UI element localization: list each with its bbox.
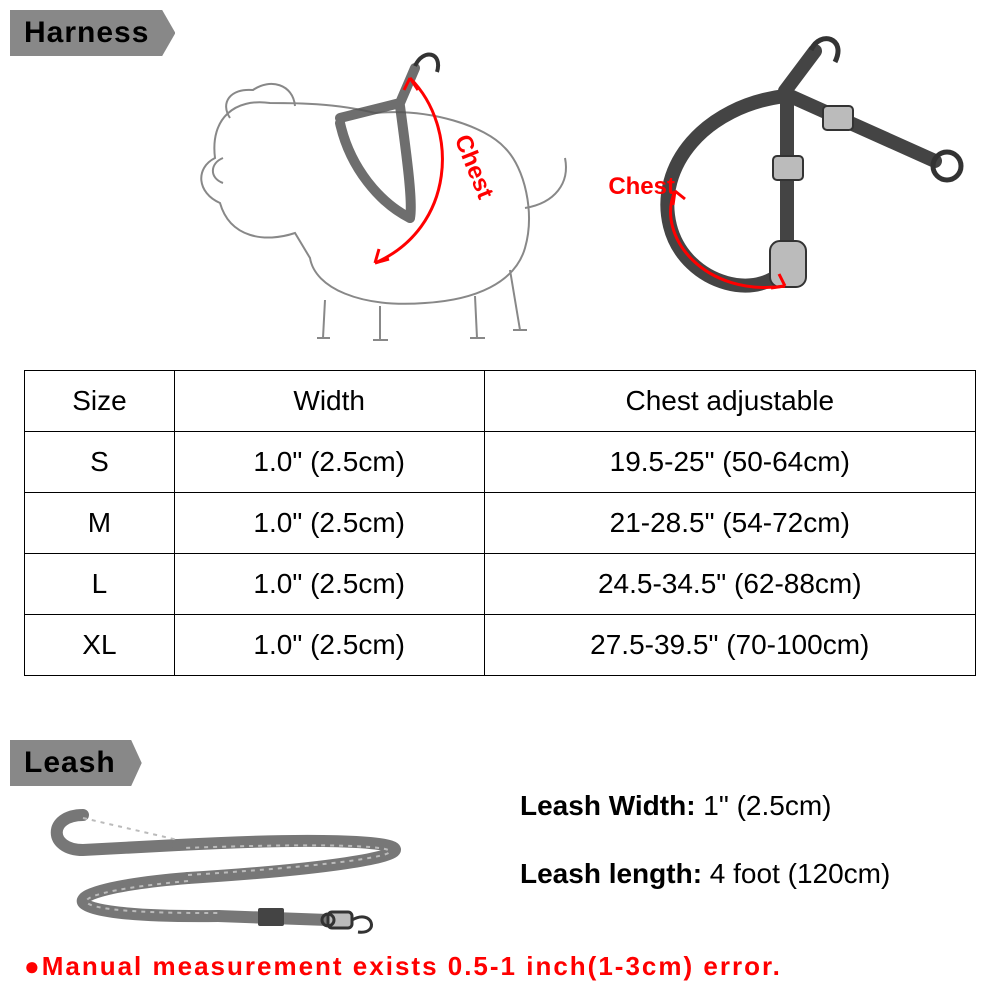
cell-width: 1.0" (2.5cm) bbox=[174, 554, 484, 615]
measurement-disclaimer: ●Manual measurement exists 0.5-1 inch(1-… bbox=[24, 951, 976, 982]
disclaimer-text: Manual measurement exists 0.5-1 inch(1-3… bbox=[42, 951, 782, 981]
leash-width-value: 1" (2.5cm) bbox=[696, 790, 832, 821]
leash-diagram bbox=[28, 790, 488, 960]
col-header-size: Size bbox=[25, 371, 175, 432]
leash-width-row: Leash Width: 1" (2.5cm) bbox=[520, 790, 980, 822]
leash-length-value: 4 foot (120cm) bbox=[702, 858, 890, 889]
harness-illustration-band: Chest Chest bbox=[175, 8, 985, 358]
chest-label-harness: Chest bbox=[608, 173, 675, 201]
cell-chest: 27.5-39.5" (70-100cm) bbox=[484, 615, 975, 676]
cell-chest: 19.5-25" (50-64cm) bbox=[484, 432, 975, 493]
col-header-width: Width bbox=[174, 371, 484, 432]
cell-chest: 24.5-34.5" (62-88cm) bbox=[484, 554, 975, 615]
cell-width: 1.0" (2.5cm) bbox=[174, 615, 484, 676]
leash-spec-block: Leash Width: 1" (2.5cm) Leash length: 4 … bbox=[520, 790, 980, 926]
leash-width-label: Leash Width: bbox=[520, 790, 696, 821]
leash-length-label: Leash length: bbox=[520, 858, 702, 889]
cell-size: M bbox=[25, 493, 175, 554]
harness-size-table: Size Width Chest adjustable S 1.0" (2.5c… bbox=[24, 370, 976, 676]
cell-size: S bbox=[25, 432, 175, 493]
cell-chest: 21-28.5" (54-72cm) bbox=[484, 493, 975, 554]
table-row: XL 1.0" (2.5cm) 27.5-39.5" (70-100cm) bbox=[25, 615, 976, 676]
cell-width: 1.0" (2.5cm) bbox=[174, 432, 484, 493]
bullet-icon: ● bbox=[24, 951, 42, 981]
cell-size: XL bbox=[25, 615, 175, 676]
table-row: M 1.0" (2.5cm) 21-28.5" (54-72cm) bbox=[25, 493, 976, 554]
section-tag-harness: Harness bbox=[10, 10, 175, 56]
col-header-chest: Chest adjustable bbox=[484, 371, 975, 432]
cell-size: L bbox=[25, 554, 175, 615]
table-header-row: Size Width Chest adjustable bbox=[25, 371, 976, 432]
dog-diagram bbox=[175, 8, 595, 348]
table-row: L 1.0" (2.5cm) 24.5-34.5" (62-88cm) bbox=[25, 554, 976, 615]
leash-length-row: Leash length: 4 foot (120cm) bbox=[520, 858, 980, 890]
cell-width: 1.0" (2.5cm) bbox=[174, 493, 484, 554]
table-row: S 1.0" (2.5cm) 19.5-25" (50-64cm) bbox=[25, 432, 976, 493]
section-tag-leash: Leash bbox=[10, 740, 142, 786]
